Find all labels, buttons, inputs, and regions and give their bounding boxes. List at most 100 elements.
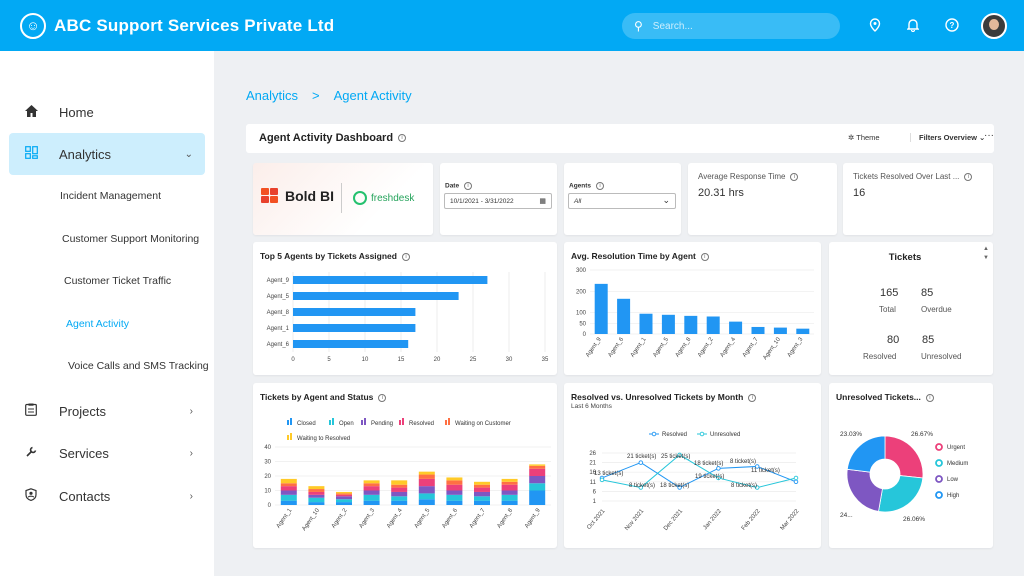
tickets-resolved-kpi-card: Tickets Resolved Over Last ... i 16	[843, 163, 993, 235]
stacked-bar-segment	[308, 491, 325, 495]
legend-marker	[935, 443, 943, 451]
x-tick-label: 25	[470, 357, 477, 363]
info-icon[interactable]: i	[700, 252, 709, 261]
legend-swatch	[329, 420, 331, 425]
stacked-bar-segment	[280, 494, 297, 501]
more-options-button[interactable]: ···	[984, 130, 994, 141]
tickets-unresolved-value: 85	[922, 334, 935, 346]
chevron-down-icon: ⌄	[979, 133, 986, 142]
calendar-icon[interactable]: ▦	[539, 198, 546, 205]
x-tick-label: Agent_10	[762, 336, 782, 361]
stacked-bar-segment	[529, 468, 546, 476]
data-point	[638, 460, 644, 465]
stacked-bar-segment	[308, 502, 325, 505]
sidebar-item-label: Analytics	[59, 146, 112, 162]
data-point	[677, 485, 682, 490]
stacked-bar-segment	[446, 500, 463, 505]
kpi-label: Tickets Resolved Over Last ... i	[853, 172, 973, 181]
unresolved-donut-chart: 26.67% 26.06% 24... 23.03% Urgent Medium Low Hi…	[840, 431, 968, 523]
bar	[729, 321, 743, 334]
x-tick-label: 5	[327, 357, 331, 363]
sidebar-item-services[interactable]: Services ›	[9, 432, 205, 474]
location-icon[interactable]	[866, 16, 884, 34]
chevron-down-icon: ⌄	[662, 195, 670, 205]
stacked-bar-segment	[418, 478, 435, 487]
logo-card: Bold BI freshdesk	[253, 163, 433, 235]
legend-swatch	[290, 418, 292, 425]
x-tick-label: Agent_8	[675, 336, 693, 358]
user-avatar[interactable]	[981, 13, 1007, 39]
x-tick-label: Agent_4	[719, 336, 737, 358]
info-icon[interactable]: i	[748, 393, 757, 402]
chart-title-text: Resolved vs. Unresolved Tickets by Month	[571, 392, 744, 402]
sidebar-subitem-agent-activity[interactable]: Agent Activity	[66, 318, 130, 330]
sidebar-subitem-customer-support-monitoring[interactable]: Customer Support Monitoring	[62, 233, 200, 245]
agents-select[interactable]: All ⌄	[568, 193, 676, 209]
sidebar-item-projects[interactable]: Projects ›	[9, 390, 205, 432]
data-point	[793, 479, 799, 485]
y-tick-label: 300	[576, 268, 587, 274]
search-bar[interactable]: ⚲	[622, 13, 840, 39]
sidebar-item-contacts[interactable]: Contacts ›	[9, 475, 205, 517]
info-icon[interactable]: i	[464, 182, 473, 190]
info-icon[interactable]: i	[401, 252, 410, 261]
info-icon[interactable]: i	[596, 182, 605, 190]
sidebar-subitem-customer-ticket-traffic[interactable]: Customer Ticket Traffic	[64, 275, 172, 287]
brand[interactable]: ☺ ABC Support Services Private Ltd	[20, 12, 334, 39]
donut-slice	[846, 435, 886, 473]
breadcrumb-root[interactable]: Analytics	[246, 88, 299, 103]
x-tick-label: Agent_1	[630, 336, 648, 358]
search-input[interactable]	[652, 20, 823, 32]
info-icon[interactable]: i	[790, 172, 799, 181]
sidebar-subitem-incident-management[interactable]: Incident Management	[60, 190, 161, 202]
stacked-bar-segment	[391, 491, 408, 497]
bar	[594, 283, 608, 334]
bell-icon[interactable]	[904, 16, 922, 34]
sidebar-item-label: Projects	[59, 403, 106, 419]
y-tick-label: 1	[593, 499, 597, 505]
info-icon[interactable]: i	[964, 172, 973, 181]
stacked-bar-segment	[280, 500, 297, 505]
stacked-bar-segment	[501, 500, 518, 505]
stacked-bar-segment	[446, 484, 463, 491]
data-label: 18 ticket(s)	[660, 483, 689, 489]
data-point	[754, 485, 760, 490]
breadcrumb: Analytics > Agent Activity	[246, 88, 412, 103]
y-tick-label: 50	[579, 321, 586, 327]
legend-swatch	[364, 418, 366, 425]
legend-label: High	[947, 493, 959, 499]
scroll-arrows-icon[interactable]: ▲ ▼	[983, 246, 989, 261]
tickets-overdue-value: 85	[921, 287, 934, 299]
x-tick-label: Agent_9	[524, 507, 542, 529]
sidebar-item-analytics[interactable]: Analytics ⌄	[9, 133, 205, 175]
y-tick-label: 200	[576, 289, 587, 295]
help-icon[interactable]: ?	[943, 16, 961, 34]
stacked-bar-segment	[501, 490, 518, 495]
dashboard-header: Agent Activity Dashboard i ✲ Theme Filter…	[246, 124, 994, 153]
tickets-resolved-label: Resolved	[863, 352, 897, 361]
stacked-bar-segment	[446, 494, 463, 501]
sidebar-subitem-voice-calls[interactable]: Voice Calls and SMS Tracking	[68, 360, 209, 372]
chart-title: Tickets by Agent and Status i	[260, 392, 387, 402]
freshdesk-mark-icon	[353, 191, 367, 205]
stacked-bar-segment	[336, 496, 352, 500]
legend-swatch	[290, 433, 292, 440]
stacked-bar-segment	[446, 480, 463, 485]
info-icon[interactable]: i	[398, 134, 407, 143]
date-range-input[interactable]: 10/1/2021 - 3/31/2022 ▦	[444, 193, 552, 209]
data-label: 8 ticket(s)	[730, 459, 756, 465]
chart-title-text: Avg. Resolution Time by Agent	[571, 251, 696, 261]
info-icon[interactable]: i	[378, 393, 387, 402]
chart-title-text: Top 5 Agents by Tickets Assigned	[260, 251, 397, 261]
info-icon[interactable]: i	[925, 393, 934, 402]
wrench-icon	[23, 445, 39, 461]
stacked-bar-segment	[474, 496, 490, 501]
sidebar-item-home[interactable]: Home	[9, 91, 205, 133]
y-tick-label: 20	[264, 474, 271, 480]
bar	[751, 326, 765, 334]
home-icon	[23, 104, 39, 120]
theme-button[interactable]: ✲ Theme	[848, 133, 880, 142]
filters-overview-button[interactable]: Filters Overview ⌄	[910, 133, 985, 142]
boldbi-logo-text: Bold BI	[285, 188, 334, 204]
breadcrumb-separator: >	[312, 88, 320, 103]
